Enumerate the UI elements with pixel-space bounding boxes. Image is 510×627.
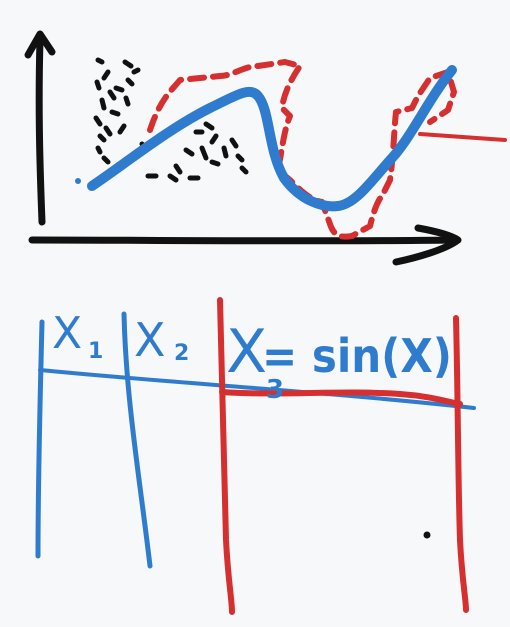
y-axis-arrowhead bbox=[24, 30, 56, 59]
header-x3-formula: = sin(X) bbox=[262, 329, 452, 383]
red-column-right bbox=[453, 315, 469, 613]
y-axis bbox=[35, 36, 46, 226]
table-column-line-2 bbox=[121, 311, 153, 569]
blue-fit-curve bbox=[87, 65, 457, 212]
header-x1-letter: X bbox=[52, 308, 82, 359]
blue-start-dot bbox=[75, 178, 81, 184]
header-x3-subscript: 3 bbox=[266, 375, 284, 405]
black-scatter-points bbox=[93, 57, 249, 183]
x-axis-arrowhead bbox=[392, 224, 462, 266]
table-column-line-1 bbox=[35, 319, 45, 559]
x-axis bbox=[28, 236, 459, 245]
header-x1-subscript: 1 bbox=[88, 339, 103, 364]
plot-sketch bbox=[24, 30, 507, 266]
header-x2-letter: X bbox=[134, 313, 166, 367]
red-tail-line bbox=[418, 132, 507, 142]
red-dashed-curve bbox=[147, 59, 457, 240]
table-sketch: X 1 X 2 X 3 = sin(X) bbox=[35, 297, 476, 615]
red-column-underline bbox=[219, 389, 463, 407]
table-header-line bbox=[38, 368, 476, 410]
red-column-left bbox=[217, 297, 235, 615]
header-x3-letter: X bbox=[226, 317, 267, 387]
header-x2-subscript: 2 bbox=[174, 341, 189, 366]
stray-dot bbox=[423, 531, 431, 539]
